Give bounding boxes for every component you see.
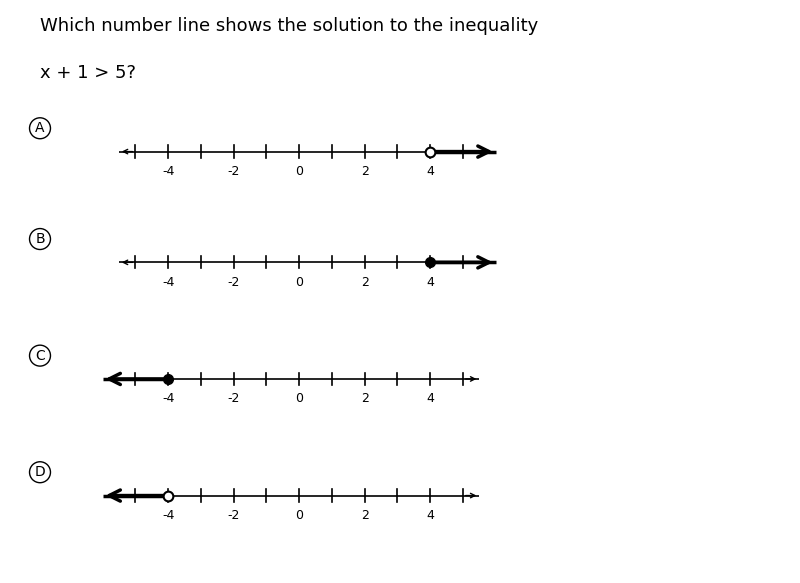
Text: -2: -2 (227, 392, 240, 405)
Text: 0: 0 (295, 392, 303, 405)
Text: A: A (35, 121, 45, 135)
Text: 4: 4 (426, 165, 434, 178)
Text: 0: 0 (295, 509, 303, 522)
Text: 4: 4 (426, 392, 434, 405)
Text: B: B (35, 232, 45, 246)
Text: 4: 4 (426, 276, 434, 289)
Text: 4: 4 (426, 509, 434, 522)
Text: D: D (34, 465, 46, 479)
Text: C: C (35, 349, 45, 363)
Text: -2: -2 (227, 509, 240, 522)
Text: -2: -2 (227, 276, 240, 289)
Text: x + 1 > 5?: x + 1 > 5? (40, 64, 136, 82)
Text: 2: 2 (361, 276, 369, 289)
Text: -4: -4 (162, 165, 174, 178)
Text: Which number line shows the solution to the inequality: Which number line shows the solution to … (40, 17, 538, 36)
Text: 2: 2 (361, 165, 369, 178)
Text: 0: 0 (295, 165, 303, 178)
Text: -2: -2 (227, 165, 240, 178)
Text: -4: -4 (162, 392, 174, 405)
Text: -4: -4 (162, 509, 174, 522)
Text: 0: 0 (295, 276, 303, 289)
Text: 2: 2 (361, 392, 369, 405)
Text: 2: 2 (361, 509, 369, 522)
Text: -4: -4 (162, 276, 174, 289)
